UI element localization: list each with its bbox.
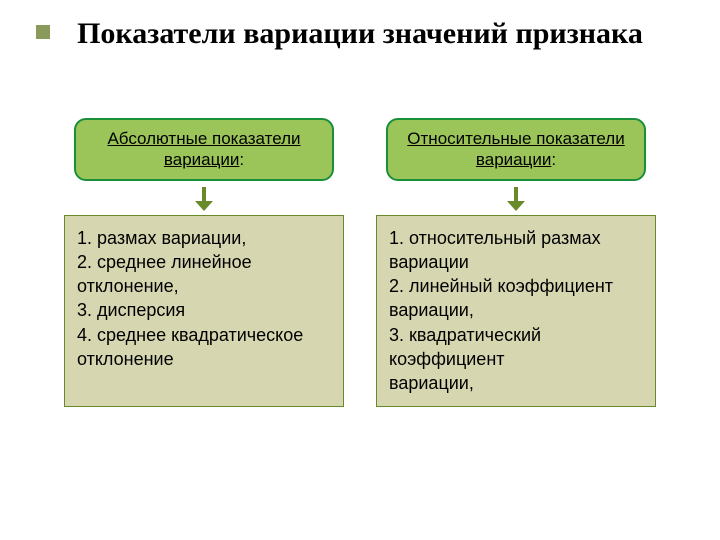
list-relative: 1. относительный размах вариации 2. лине… [376,215,656,407]
arrow-stem [202,187,206,201]
header-absolute: Абсолютные показатели вариации: [74,118,334,181]
column-relative: Относительные показатели вариации: 1. от… [376,118,656,407]
arrow-stem [514,187,518,201]
header-relative: Относительные показатели вариации: [386,118,646,181]
column-absolute: Абсолютные показатели вариации: 1. разма… [64,118,344,407]
arrow-icon [507,187,525,211]
header-relative-tail: : [551,150,556,169]
arrow-head-icon [507,201,525,211]
header-absolute-underline: Абсолютные показатели вариации [107,129,300,169]
arrow-icon [195,187,213,211]
columns-container: Абсолютные показатели вариации: 1. разма… [0,118,720,407]
page-title: Показатели вариации значений признака [0,16,720,52]
arrow-head-icon [195,201,213,211]
header-relative-underline: Относительные показатели вариации [407,129,624,169]
list-absolute: 1. размах вариации, 2. среднее линейное … [64,215,344,407]
header-absolute-tail: : [239,150,244,169]
